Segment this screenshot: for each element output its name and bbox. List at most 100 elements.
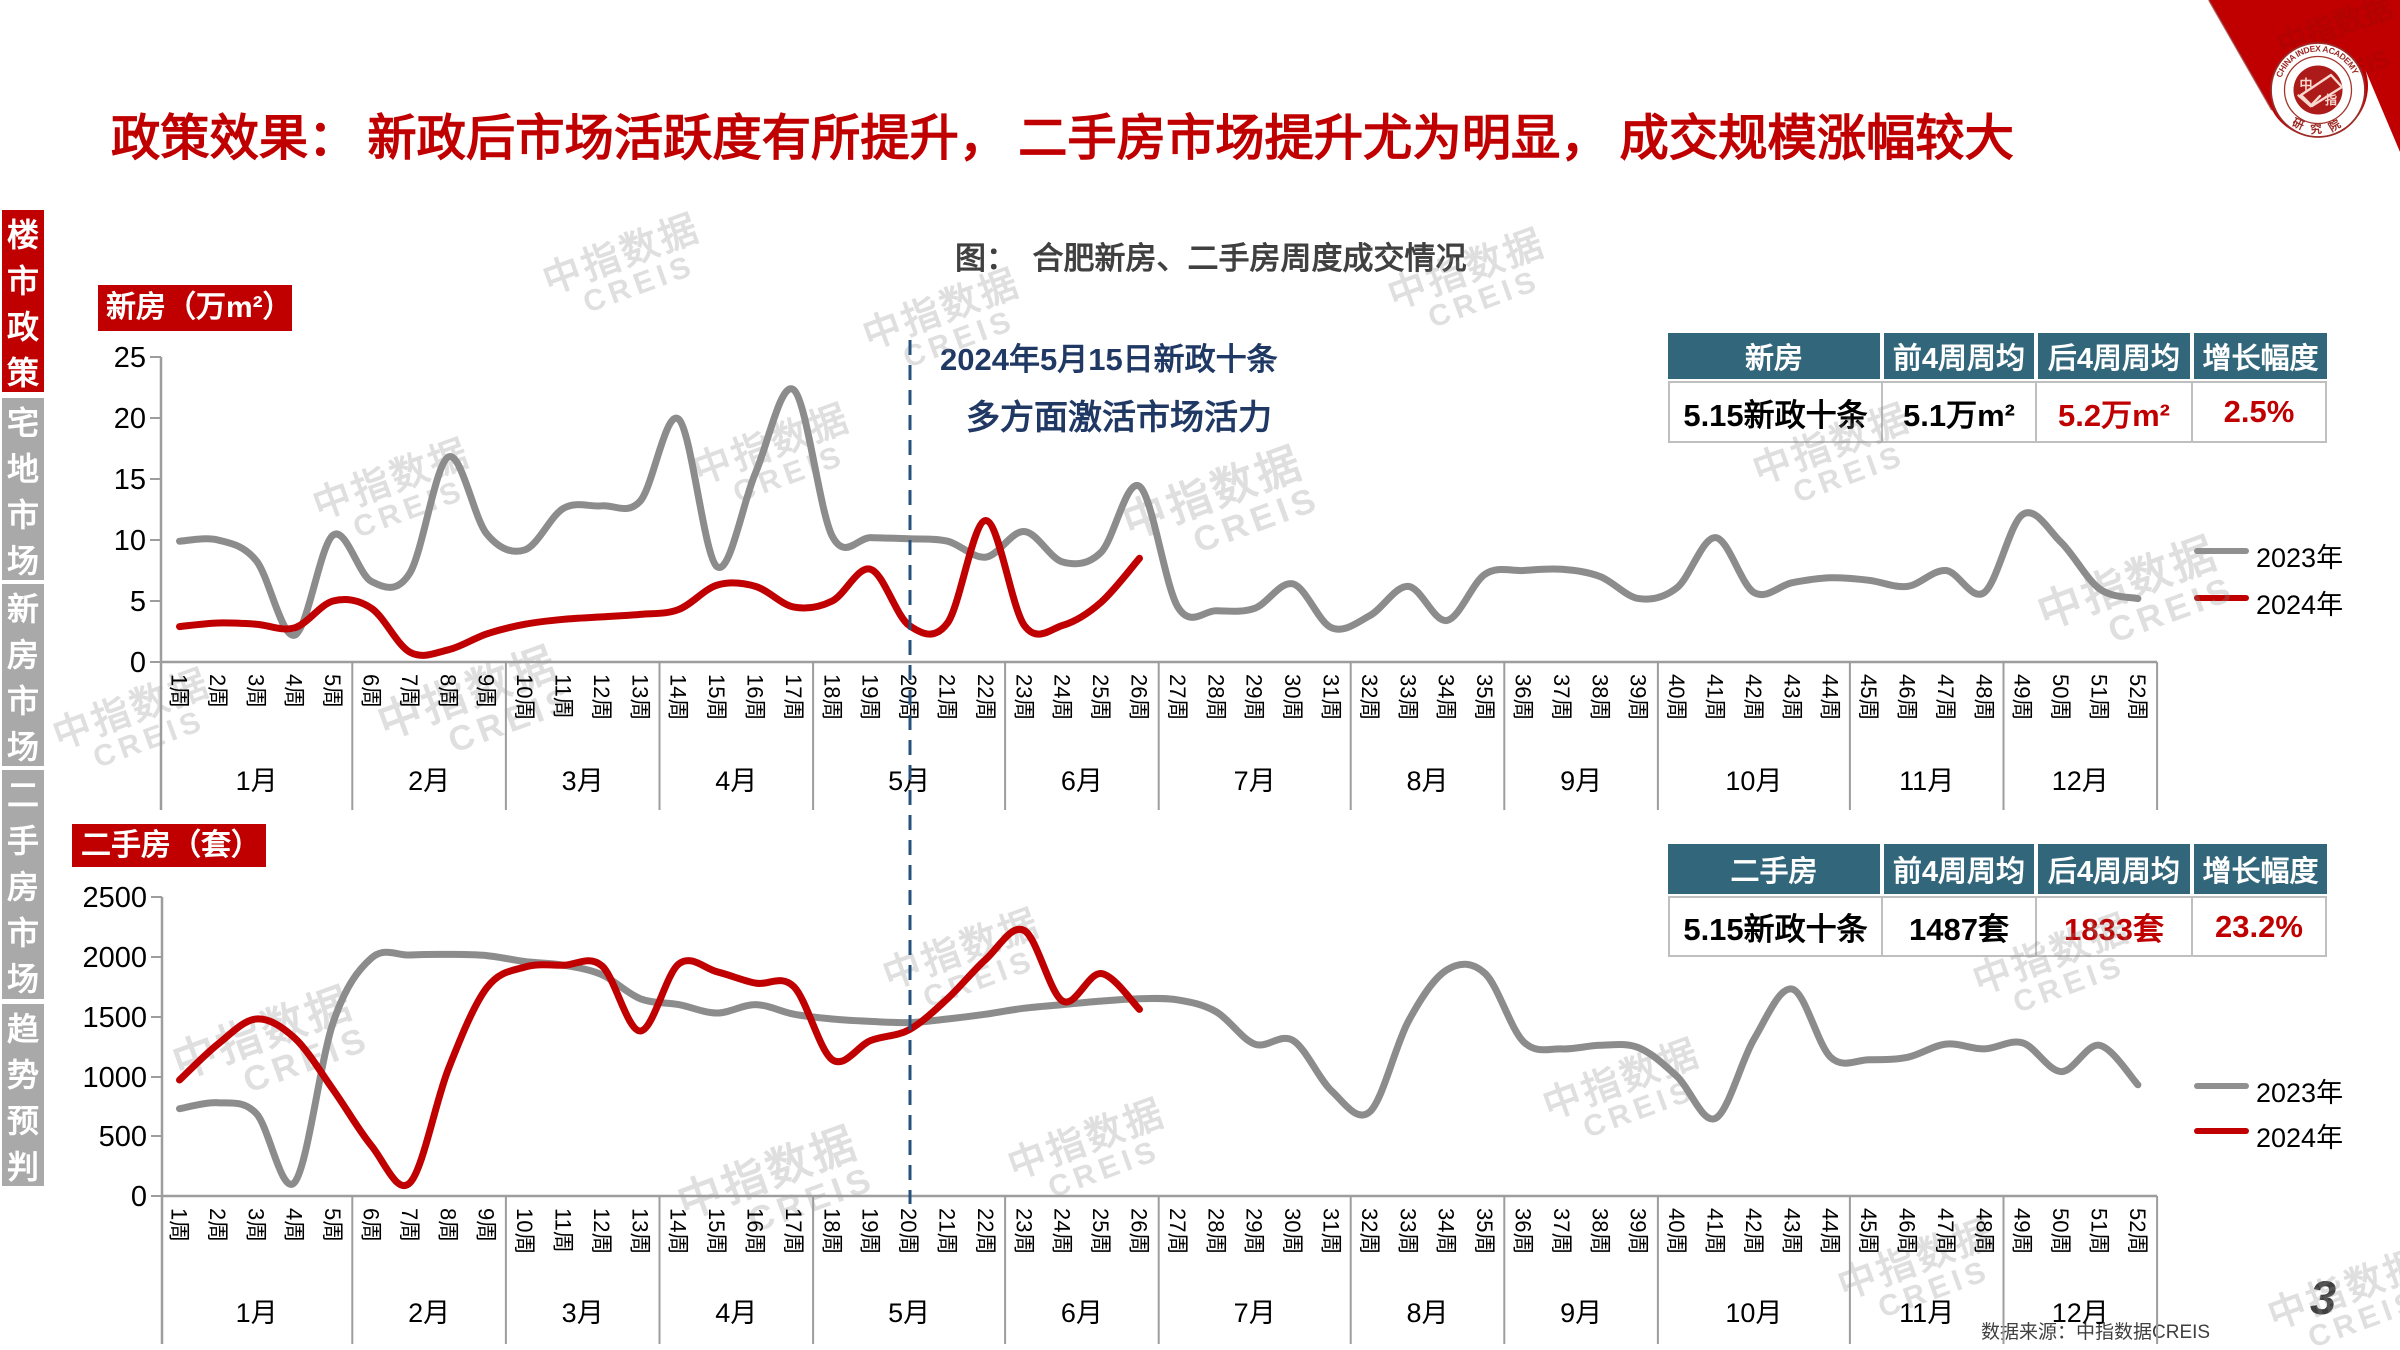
svg-text:4周: 4周: [282, 1208, 307, 1242]
svg-text:11周: 11周: [551, 1208, 576, 1253]
svg-text:4月: 4月: [715, 1298, 757, 1328]
svg-text:10周: 10周: [512, 674, 537, 720]
svg-text:44周: 44周: [1818, 674, 1843, 720]
svg-text:9周: 9周: [474, 674, 499, 708]
svg-text:1月: 1月: [236, 766, 278, 796]
svg-text:38周: 38周: [1587, 674, 1612, 720]
svg-text:13周: 13周: [627, 674, 652, 720]
svg-text:42周: 42周: [1741, 1208, 1766, 1254]
svg-text:37周: 37周: [1549, 1208, 1574, 1254]
svg-text:33周: 33周: [1395, 1208, 1420, 1254]
svg-text:11周: 11周: [551, 674, 576, 719]
svg-text:36周: 36周: [1511, 674, 1536, 720]
svg-text:7周: 7周: [397, 674, 422, 708]
svg-text:28周: 28周: [1203, 1208, 1228, 1254]
svg-text:42周: 42周: [1741, 674, 1766, 720]
svg-text:48周: 48周: [1971, 674, 1996, 720]
svg-text:1周: 1周: [167, 1208, 192, 1242]
svg-text:35周: 35周: [1472, 674, 1497, 720]
svg-text:6周: 6周: [359, 1208, 384, 1242]
svg-text:2000: 2000: [82, 942, 147, 974]
svg-text:指: 指: [2325, 92, 2337, 107]
svg-text:49周: 49周: [2010, 1208, 2035, 1254]
svg-text:52周: 52周: [2125, 1208, 2150, 1254]
svg-text:9周: 9周: [474, 1208, 499, 1242]
svg-text:21周: 21周: [935, 674, 960, 720]
svg-text:15: 15: [114, 464, 146, 496]
svg-text:6月: 6月: [1061, 766, 1103, 796]
svg-text:16周: 16周: [743, 674, 768, 720]
svg-text:3月: 3月: [562, 1298, 604, 1328]
svg-text:中: 中: [2299, 77, 2312, 92]
svg-text:43周: 43周: [1779, 1208, 1804, 1254]
svg-text:43周: 43周: [1779, 674, 1804, 720]
svg-text:2月: 2月: [408, 1298, 450, 1328]
svg-text:36周: 36周: [1511, 1208, 1536, 1254]
svg-text:14周: 14周: [666, 674, 691, 720]
svg-text:19周: 19周: [858, 674, 883, 720]
svg-text:51周: 51周: [2087, 674, 2112, 720]
svg-text:31周: 31周: [1319, 1208, 1344, 1254]
svg-text:31周: 31周: [1319, 674, 1344, 720]
svg-text:8周: 8周: [435, 674, 460, 708]
svg-text:28周: 28周: [1203, 674, 1228, 720]
svg-text:10: 10: [114, 525, 146, 557]
svg-text:19周: 19周: [858, 1208, 883, 1254]
svg-text:6月: 6月: [1061, 1298, 1103, 1328]
svg-text:11月: 11月: [1899, 1298, 1954, 1328]
svg-text:8周: 8周: [435, 1208, 460, 1242]
svg-text:44周: 44周: [1818, 1208, 1843, 1254]
svg-text:14周: 14周: [666, 1208, 691, 1254]
svg-text:2周: 2周: [205, 674, 230, 708]
svg-text:49周: 49周: [2010, 674, 2035, 720]
svg-text:39周: 39周: [1626, 1208, 1651, 1254]
svg-text:20: 20: [114, 403, 146, 435]
svg-text:12月: 12月: [2052, 766, 2109, 796]
svg-text:46周: 46周: [1895, 1208, 1920, 1254]
svg-text:12周: 12周: [589, 674, 614, 720]
svg-text:11月: 11月: [1899, 766, 1954, 796]
svg-text:50周: 50周: [2048, 674, 2073, 720]
svg-text:48周: 48周: [1971, 1208, 1996, 1254]
svg-text:12月: 12月: [2052, 1298, 2109, 1328]
svg-text:10月: 10月: [1725, 766, 1782, 796]
svg-text:8月: 8月: [1406, 766, 1448, 796]
svg-text:47周: 47周: [1933, 674, 1958, 720]
svg-text:18周: 18周: [819, 1208, 844, 1254]
svg-text:16周: 16周: [743, 1208, 768, 1254]
svg-text:7月: 7月: [1234, 1298, 1276, 1328]
svg-text:9月: 9月: [1560, 1298, 1602, 1328]
svg-text:37周: 37周: [1549, 674, 1574, 720]
svg-text:5周: 5周: [320, 1208, 345, 1242]
svg-text:22周: 22周: [973, 674, 998, 720]
svg-text:8月: 8月: [1406, 1298, 1448, 1328]
svg-text:47周: 47周: [1933, 1208, 1958, 1254]
svg-text:23周: 23周: [1011, 674, 1036, 720]
svg-text:29周: 29周: [1242, 1208, 1267, 1254]
svg-text:40周: 40周: [1664, 674, 1689, 720]
svg-text:50周: 50周: [2048, 1208, 2073, 1254]
svg-text:52周: 52周: [2125, 674, 2150, 720]
svg-text:41周: 41周: [1703, 674, 1728, 720]
svg-text:1月: 1月: [236, 1298, 278, 1328]
svg-text:32周: 32周: [1357, 674, 1382, 720]
svg-text:7周: 7周: [397, 1208, 422, 1242]
svg-text:5: 5: [130, 586, 146, 618]
svg-text:29周: 29周: [1242, 674, 1267, 720]
svg-text:32周: 32周: [1357, 1208, 1382, 1254]
svg-text:38周: 38周: [1587, 1208, 1612, 1254]
svg-text:40周: 40周: [1664, 1208, 1689, 1254]
svg-text:21周: 21周: [935, 1208, 960, 1254]
svg-text:35周: 35周: [1472, 1208, 1497, 1254]
svg-text:22周: 22周: [973, 1208, 998, 1254]
svg-text:6周: 6周: [359, 674, 384, 708]
svg-text:25周: 25周: [1088, 1208, 1113, 1254]
svg-text:9月: 9月: [1560, 766, 1602, 796]
svg-text:7月: 7月: [1234, 766, 1276, 796]
svg-text:24周: 24周: [1050, 1208, 1075, 1254]
svg-text:2500: 2500: [82, 882, 147, 914]
svg-text:18周: 18周: [819, 674, 844, 720]
svg-text:13周: 13周: [627, 1208, 652, 1254]
svg-text:0: 0: [131, 1181, 147, 1213]
svg-text:10周: 10周: [512, 1208, 537, 1254]
